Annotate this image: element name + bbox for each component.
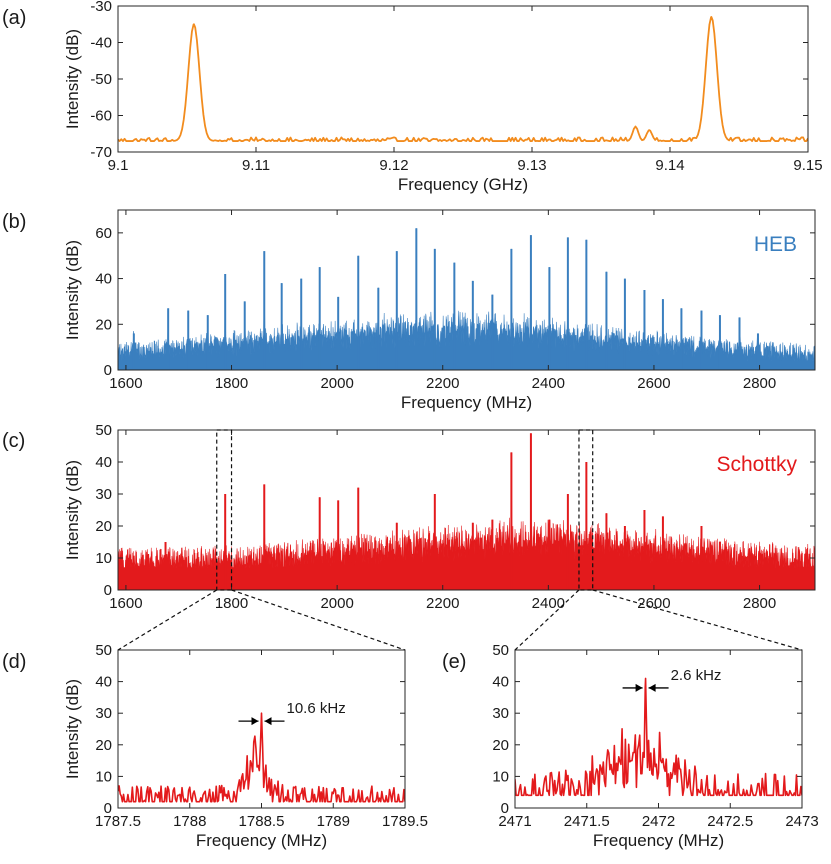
x-tick-label: 9.12 [379, 157, 408, 174]
x-tick-label: 2471 [498, 813, 531, 830]
y-tick-label: -60 [90, 108, 112, 125]
spectrum-line [118, 16, 808, 142]
x-axis-label: Frequency (MHz) [401, 393, 532, 412]
arrowhead [635, 683, 643, 692]
zoom-indicators [117, 429, 803, 651]
zoom-connector [514, 589, 580, 651]
x-tick-label: 2472 [642, 813, 675, 830]
x-tick-label: 1788.5 [239, 813, 285, 830]
panel-label: (d) [2, 651, 26, 673]
x-tick-label: 9.14 [655, 157, 684, 174]
zoom-region-box [578, 429, 594, 591]
series-label: Schottky [716, 453, 797, 476]
x-tick-label: 1800 [215, 595, 248, 612]
y-axis-label: Intensity (dB) [63, 460, 82, 560]
x-tick-label: 9.11 [242, 157, 270, 174]
y-tick-label: 10 [492, 768, 509, 785]
y-tick-label: 10 [95, 550, 112, 567]
panel-label: (e) [442, 651, 466, 673]
panel-a: (a) 9.1 9.11 9.12 9.13 9.14 9.15 -70 -60 -50 -40 -3… [2, 0, 823, 194]
x-tick-label: 2471.5 [564, 813, 610, 830]
panel-label: (c) [2, 430, 25, 452]
x-tick-label: 1789.5 [382, 813, 428, 830]
x-tick-label: 1788 [173, 813, 206, 830]
y-tick-label: 50 [95, 642, 112, 659]
arrowhead [264, 717, 272, 726]
x-tick-label: 1600 [109, 595, 142, 612]
y-axis-label: Intensity (dB) [63, 679, 82, 779]
zoom-connector [117, 589, 218, 651]
axes-box [117, 209, 816, 371]
spectrum-line [118, 712, 405, 803]
y-tick-label: -40 [90, 35, 112, 52]
x-tick-label: 1787.5 [95, 813, 141, 830]
spectrum-series [118, 433, 815, 590]
panel-b: (b) 1600 1800 2000 2200 2400 2600 2800 0 20 40 60 Fr… [2, 209, 816, 412]
y-tick-label: -50 [90, 71, 112, 88]
arrowhead [251, 717, 259, 726]
y-tick-label: 40 [95, 271, 112, 288]
zoom-connector [592, 589, 803, 651]
x-tick-label: 2400 [532, 595, 565, 612]
linewidth-annotation: 10.6 kHz [287, 700, 346, 717]
spectrum-series [118, 228, 815, 370]
y-axis-label: Intensity (dB) [63, 240, 82, 340]
spectrum-line [515, 677, 802, 797]
panel-label: (a) [2, 7, 26, 29]
panel-label: (b) [2, 211, 26, 233]
x-axis-label: Frequency (GHz) [398, 175, 528, 194]
x-tick-label: 2200 [426, 375, 459, 392]
y-tick-label: 30 [95, 486, 112, 503]
y-tick-label: 20 [95, 737, 112, 754]
x-tick-label: 1600 [109, 375, 142, 392]
x-tick-label: 2472.5 [707, 813, 753, 830]
y-tick-label: 20 [492, 737, 509, 754]
x-tick-label: 2600 [637, 595, 670, 612]
x-tick-label: 9.15 [793, 157, 822, 174]
y-tick-label: 0 [104, 582, 112, 599]
x-tick-label: 9.1 [108, 157, 129, 174]
y-tick-label: 30 [492, 705, 509, 722]
y-tick-label: 20 [95, 316, 112, 333]
y-tick-label: 0 [104, 362, 112, 379]
x-tick-label: 2600 [637, 375, 670, 392]
arrowhead [648, 683, 656, 692]
x-tick-label: 2200 [426, 595, 459, 612]
y-tick-label: 50 [95, 422, 112, 439]
x-axis-label: Frequency (MHz) [196, 831, 327, 850]
axes-box [117, 429, 816, 591]
y-tick-label: 0 [501, 800, 509, 817]
y-tick-label: 50 [492, 642, 509, 659]
x-tick-label: 2473 [785, 813, 818, 830]
x-axis-label: Frequency (MHz) [593, 831, 724, 850]
y-tick-label: 0 [104, 800, 112, 817]
x-tick-label: 2000 [320, 595, 353, 612]
y-tick-label: 20 [95, 518, 112, 535]
y-tick-label: 40 [95, 454, 112, 471]
y-tick-label: 30 [95, 705, 112, 722]
panel-c: (c) 1600 1800 2000 2200 2400 2600 2800 0 10 20 30 40… [2, 422, 816, 612]
x-tick-label: 2800 [743, 595, 776, 612]
panel-d: (d) 1787.5 1788 1788.5 1789 1789.5 0 10 20 30 40 50… [2, 642, 428, 850]
zoom-region-box [216, 429, 233, 591]
y-tick-label: -70 [90, 144, 112, 161]
x-tick-label: 1800 [215, 375, 248, 392]
y-tick-label: 40 [492, 674, 509, 691]
series-label: HEB [754, 233, 797, 256]
y-tick-label: 40 [95, 674, 112, 691]
y-tick-label: 10 [95, 768, 112, 785]
x-tick-label: 2400 [532, 375, 565, 392]
x-tick-label: 2800 [743, 375, 776, 392]
x-tick-label: 1789 [317, 813, 350, 830]
zoom-connector [231, 589, 406, 651]
panel-e: (e) 2471 2471.5 2472 2472.5 2473 0 10 20 30 40 50 Fr… [442, 642, 819, 850]
y-tick-label: 60 [95, 225, 112, 242]
y-axis-label: Intensity (dB) [63, 29, 82, 129]
y-tick-label: -30 [90, 0, 112, 15]
x-tick-label: 2000 [320, 375, 353, 392]
x-tick-label: 9.13 [517, 157, 546, 174]
linewidth-annotation: 2.6 kHz [671, 667, 722, 684]
